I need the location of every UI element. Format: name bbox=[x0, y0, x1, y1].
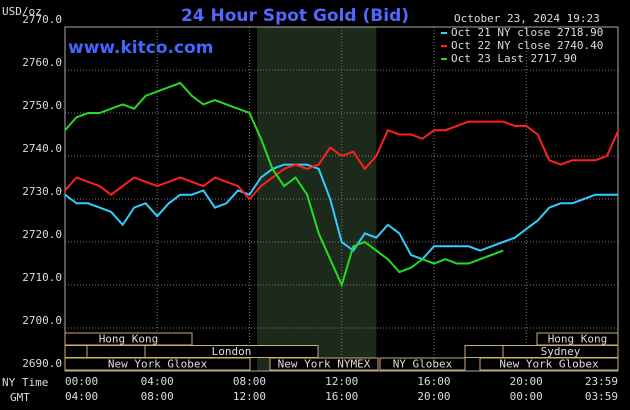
session-bar bbox=[479, 357, 619, 371]
y-tick-label: 2760.0 bbox=[22, 56, 62, 69]
session-label: London bbox=[212, 345, 252, 358]
x-tick-label: 12:00 bbox=[325, 375, 358, 388]
session-label: New York NYMEX bbox=[278, 358, 371, 371]
x-tick-label-gmt: 12:00 bbox=[233, 390, 266, 403]
session-bar bbox=[269, 357, 379, 371]
y-tick-label: 2740.0 bbox=[22, 142, 62, 155]
session-bar bbox=[64, 345, 88, 358]
x-tick-label: 23:59 bbox=[585, 375, 618, 388]
x-tick-label: 04:00 bbox=[141, 375, 174, 388]
y-tick-label: 2710.0 bbox=[22, 271, 62, 284]
x-tick-label-gmt: 00:00 bbox=[510, 390, 543, 403]
session-bar bbox=[464, 345, 504, 358]
plot-frame bbox=[64, 26, 619, 372]
x-tick-label-gmt: 03:59 bbox=[585, 390, 618, 403]
legend-label: Oct 22 NY close 2740.40 bbox=[451, 39, 603, 52]
timestamp: October 23, 2024 19:23 bbox=[454, 12, 600, 25]
session-label: Sydney bbox=[541, 345, 581, 358]
y-tick-label: 2720.0 bbox=[22, 228, 62, 241]
series-line bbox=[64, 163, 619, 261]
x-tick-label: 16:00 bbox=[417, 375, 450, 388]
session-label: NY Globex bbox=[393, 358, 453, 371]
x-tick-label-gmt: 16:00 bbox=[325, 390, 358, 403]
session-label: New York Globex bbox=[499, 358, 599, 371]
y-tick-label: 2690.0 bbox=[22, 357, 62, 370]
series-line bbox=[64, 81, 504, 288]
session-bar bbox=[64, 332, 193, 346]
y-tick-label: 2770.0 bbox=[22, 13, 62, 26]
x-axis-name: GMT bbox=[10, 391, 30, 404]
legend-label: Oct 21 NY close 2718.90 bbox=[451, 26, 603, 39]
session-bar bbox=[64, 357, 251, 371]
y-tick-label: 2730.0 bbox=[22, 185, 62, 198]
x-tick-label: 20:00 bbox=[510, 375, 543, 388]
watermark: www.kitco.com bbox=[68, 38, 213, 58]
x-tick-label: 08:00 bbox=[233, 375, 266, 388]
y-axis-label: USD/oz bbox=[2, 5, 42, 18]
series-line bbox=[64, 120, 620, 201]
session-label: Hong Kong bbox=[548, 333, 608, 346]
x-axis-name: NY Time bbox=[2, 376, 48, 389]
chart-title: 24 Hour Spot Gold (Bid) bbox=[181, 6, 409, 26]
session-label: Hong Kong bbox=[99, 333, 159, 346]
x-tick-label: 00:00 bbox=[65, 375, 98, 388]
y-tick-label: 2700.0 bbox=[22, 314, 62, 327]
session-bar bbox=[86, 345, 146, 358]
x-tick-label-gmt: 08:00 bbox=[141, 390, 174, 403]
y-tick-label: 2750.0 bbox=[22, 99, 62, 112]
x-tick-label-gmt: 20:00 bbox=[417, 390, 450, 403]
market-hours-shade bbox=[257, 27, 377, 371]
session-label: New York Globex bbox=[108, 358, 208, 371]
legend-label: Oct 23 Last 2717.90 bbox=[451, 52, 577, 65]
session-bar bbox=[379, 357, 466, 371]
x-tick-label-gmt: 04:00 bbox=[65, 390, 98, 403]
